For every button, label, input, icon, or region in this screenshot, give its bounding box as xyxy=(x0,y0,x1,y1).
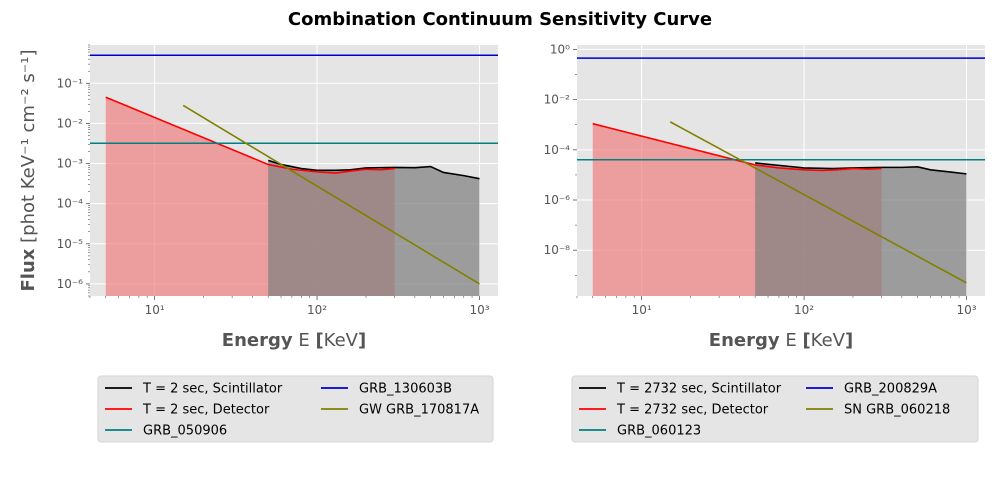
y-axis-label-bold: Flux xyxy=(18,248,39,291)
y-tick-label: 10⁻⁴ xyxy=(57,197,84,211)
y-tick-label: 10⁻² xyxy=(544,93,571,107)
x-axis-label-bracket: [ xyxy=(315,330,323,351)
series-line-0 xyxy=(755,162,967,175)
plot-area xyxy=(577,57,985,296)
y-axis-label: Flux [phot KeV⁻¹ cm⁻² s⁻¹] xyxy=(18,50,39,292)
series-line-1 xyxy=(592,122,882,172)
legend-entry: GRB_130603B xyxy=(359,382,452,397)
y-tick-label: 10⁻² xyxy=(57,116,84,130)
x-axis-label-bold: Energy xyxy=(709,330,780,351)
legend: T = 2 sec, Scintillator T = 2 sec, Detect… xyxy=(97,375,494,443)
x-axis-label-bracket: ] xyxy=(845,330,853,351)
legend-entry: GRB_050906 xyxy=(143,424,227,439)
y-tick-label: 10⁻¹ xyxy=(57,76,84,90)
legend-entry: T = 2 sec, Detector xyxy=(142,403,270,418)
legend-entry: GW GRB_170817A xyxy=(359,403,479,418)
legend-entry: T = 2732 sec, Detector xyxy=(616,403,769,418)
scintillator-fill xyxy=(755,162,967,296)
legend-entry: SN GRB_060218 xyxy=(844,403,950,418)
y-tick-label: 10⁻⁵ xyxy=(57,237,84,251)
x-tick-label: 10¹ xyxy=(145,303,165,317)
figure-title: Combination Continuum Sensitivity Curve xyxy=(288,9,712,30)
series-line-0 xyxy=(267,159,480,180)
x-axis-label-var: E xyxy=(293,330,316,351)
legend-entry: T = 2732 sec, Scintillator xyxy=(616,382,782,397)
x-axis-label-unit: KeV xyxy=(811,330,846,351)
x-axis-label-var: E xyxy=(780,330,803,351)
x-axis-label: Energy E [KeV] xyxy=(222,330,366,351)
scintillator-fill xyxy=(268,160,480,296)
y-axis-label-unit: [phot KeV⁻¹ cm⁻² s⁻¹] xyxy=(18,50,39,249)
series-line-4 xyxy=(182,104,480,285)
y-tick-label: 10⁻³ xyxy=(57,157,84,171)
legend-entry: GRB_200829A xyxy=(844,382,937,397)
series-line-1 xyxy=(105,96,395,174)
x-axis-label-bold: Energy xyxy=(222,330,293,351)
y-tick-label: 10⁻⁴ xyxy=(544,143,571,157)
legend-box xyxy=(97,375,494,443)
x-tick-label: 10³ xyxy=(469,303,489,317)
y-tick-label: 10⁻⁶ xyxy=(57,277,84,291)
x-tick-label: 10³ xyxy=(956,303,976,317)
y-tick-label: 10⁻⁶ xyxy=(544,193,571,207)
legend-entry: GRB_060123 xyxy=(617,424,701,439)
x-tick-label: 10² xyxy=(794,303,814,317)
x-axis-label-bracket: ] xyxy=(358,330,366,351)
right-chart-panel: 10¹ 10² 10³ 10⁻⁸ 10⁻⁶ 10⁻⁴ 10⁻² 10⁰ Energy E [Ke… xyxy=(544,42,985,443)
legend-box xyxy=(571,375,979,443)
x-axis-label: Energy E [KeV] xyxy=(709,330,853,351)
plot-area xyxy=(90,54,498,296)
series-line-4 xyxy=(669,121,967,284)
legend-entry: T = 2 sec, Scintillator xyxy=(142,382,283,397)
y-tick-label: 10⁻⁸ xyxy=(544,243,571,257)
y-tick-label: 10⁰ xyxy=(550,42,570,56)
x-tick-label: 10¹ xyxy=(632,303,652,317)
left-chart-panel: 10¹ 10² 10³ 10⁻⁶ 10⁻⁵ 10⁻⁴ 10⁻³ 10⁻² 10⁻¹ Energy … xyxy=(18,44,498,443)
x-axis-label-unit: KeV xyxy=(324,330,359,351)
legend: T = 2732 sec, Scintillator T = 2732 sec, … xyxy=(571,375,979,443)
x-tick-label: 10² xyxy=(307,303,327,317)
x-axis-label-bracket: [ xyxy=(802,330,810,351)
